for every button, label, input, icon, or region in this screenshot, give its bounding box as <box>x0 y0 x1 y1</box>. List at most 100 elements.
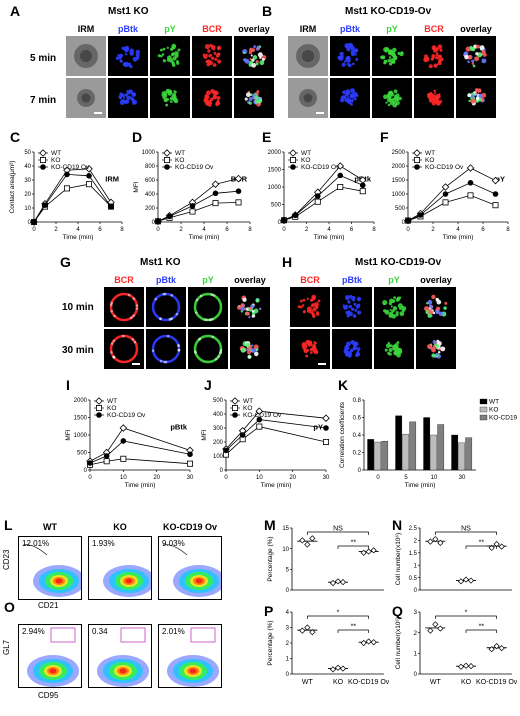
y-tick-label: 500 <box>77 451 88 457</box>
flow-group-header-2: KO-CD19 Ov <box>162 522 217 532</box>
y-tick-label: 10 <box>282 547 289 553</box>
cell-spot <box>212 94 218 100</box>
cell-image <box>118 89 138 106</box>
cell-image <box>384 341 403 358</box>
x-tick-label: 2 <box>431 227 435 233</box>
x-tick-label: 4 <box>327 227 331 233</box>
cell-spot <box>426 307 430 311</box>
bar-1 <box>458 442 466 471</box>
cell-image <box>193 334 223 364</box>
gate-percentage: 2.94% <box>22 627 45 636</box>
y-tick-label: 1 <box>414 563 418 569</box>
cell-spot <box>165 103 169 107</box>
y-tick-label: 0 <box>414 588 418 594</box>
bar-1 <box>430 434 438 471</box>
cell-spot <box>249 306 253 310</box>
cell-spot <box>242 297 247 302</box>
data-point <box>432 536 439 543</box>
ring-spot <box>110 309 114 313</box>
cell-spot <box>215 53 220 58</box>
row-label-10min: 10 min <box>62 302 94 313</box>
tile-pbtk-r2 <box>108 78 148 118</box>
bar-1 <box>402 433 410 471</box>
marker-circle <box>323 425 329 431</box>
cell-spot <box>248 101 252 105</box>
legend-label: WT <box>489 399 499 406</box>
tile-bcr-r2 <box>104 329 144 369</box>
cell-spot <box>385 343 391 349</box>
x-tick-label: 6 <box>481 227 485 233</box>
y-tick-label: 0 <box>220 468 224 474</box>
series-line-1 <box>89 458 191 466</box>
y-tick-label: 0 <box>286 588 290 594</box>
cell-spot <box>256 90 260 93</box>
legend-label: WT <box>51 150 61 157</box>
cell-spot <box>247 350 251 355</box>
cell-spot <box>251 311 256 316</box>
ring-spot <box>112 355 116 359</box>
cell-spot <box>391 97 397 103</box>
legend-label: KO-CD19 Ov <box>107 412 146 419</box>
y-tick-label: 500 <box>271 203 282 209</box>
cell-spot <box>121 93 125 97</box>
panel-label-n: N <box>392 517 403 533</box>
marker-square <box>212 200 219 207</box>
cell-spot <box>444 301 448 305</box>
cell-image <box>427 339 446 359</box>
ring-spot <box>154 297 158 301</box>
cell-spot <box>355 304 360 309</box>
cell-spot <box>350 45 355 51</box>
marker-circle <box>290 164 296 170</box>
cell-spot <box>259 60 265 66</box>
header-py: pY <box>388 275 400 285</box>
y-tick-label: 15 <box>282 526 289 532</box>
cell-spot <box>312 307 317 312</box>
y-axis-label: MFI <box>133 181 140 192</box>
cell-spot <box>433 89 436 93</box>
sig-label: ** <box>351 540 357 547</box>
y-tick-label: 10 <box>24 206 31 212</box>
irm-core <box>80 50 92 62</box>
x-tick-label: KO-CD19 Ov <box>348 679 390 686</box>
marker-square <box>189 208 196 215</box>
gate-percentage: 12.01% <box>22 539 50 548</box>
marker-circle <box>120 438 127 444</box>
cell-spot <box>205 90 211 96</box>
cell-spot <box>306 309 310 313</box>
cell-spot <box>467 60 470 64</box>
x-tick-label: 0 <box>376 475 380 481</box>
x-tick-label: 30 <box>323 475 330 481</box>
scale-bar <box>316 112 324 114</box>
marker-square <box>337 184 344 191</box>
data-point <box>304 541 311 548</box>
ring-spot <box>133 340 137 344</box>
cell-spot <box>243 51 246 54</box>
ring-spot <box>219 350 222 354</box>
density-contour <box>55 578 63 584</box>
sig-label: ** <box>351 624 357 631</box>
cell-spot <box>472 64 476 68</box>
ring-spot <box>121 334 125 338</box>
tile-irm-r2 <box>288 78 328 118</box>
density-contour <box>49 668 57 674</box>
header-py: pY <box>386 24 398 34</box>
bar-2 <box>381 440 389 471</box>
cell-spot <box>171 52 175 56</box>
marker-diamond <box>234 174 243 183</box>
marker-square <box>235 199 242 206</box>
panel-label-c: C <box>10 129 21 145</box>
ring-spot <box>175 312 179 316</box>
cell-spot <box>209 54 213 57</box>
cell-spot <box>204 94 210 100</box>
marker-diamond <box>255 407 264 415</box>
y-axis-label: Correlation coefficients <box>339 401 346 468</box>
gate-percentage: 1.93% <box>92 539 115 548</box>
x-tick-label: 20 <box>289 475 296 481</box>
cell-spot <box>311 345 317 351</box>
y-tick-label: 800 <box>145 164 156 170</box>
cell-spot <box>380 55 384 60</box>
bar-0 <box>451 434 459 471</box>
cell-spot <box>438 93 441 96</box>
cell-spot <box>354 53 357 56</box>
